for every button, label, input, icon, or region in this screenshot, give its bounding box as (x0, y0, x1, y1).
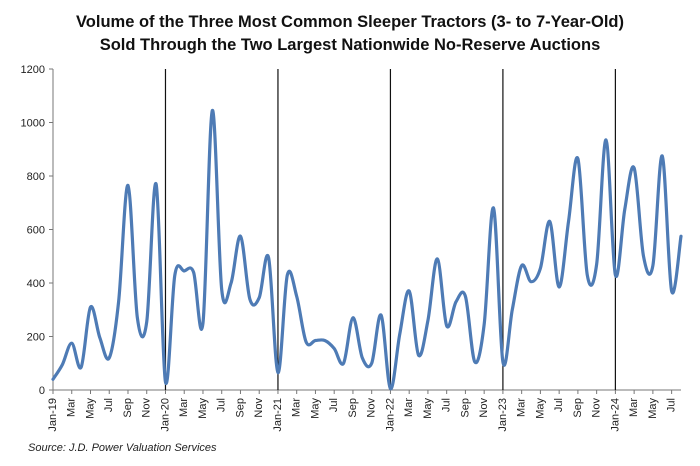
x-tick-label: Jan-20 (159, 398, 171, 432)
x-tick-label: Nov (366, 398, 378, 418)
x-tick-label: Sep (572, 398, 584, 418)
y-tick-label: 1200 (21, 64, 45, 76)
x-tick-label: Jul (103, 398, 115, 412)
x-tick-label: May (309, 398, 321, 419)
x-tick-label: Jan-22 (384, 398, 396, 432)
x-axis: Jan-19 Mar May Jul Sep Nov Jan-20 Mar May Jul Sep N… (47, 389, 681, 432)
x-tick-label: Nov (141, 398, 153, 418)
y-axis: 0 200 400 600 800 1000 1200 (21, 64, 54, 397)
chart-title-line-2: Sold Through the Two Largest Nationwide … (99, 36, 601, 54)
y-tick-label: 600 (27, 225, 45, 237)
x-tick-label: Jan-21 (272, 398, 284, 432)
x-tick-label: Sep (459, 398, 471, 418)
x-tick-label: Mar (403, 398, 415, 417)
x-tick-label: Sep (122, 398, 134, 418)
x-tick-label: May (84, 398, 96, 419)
x-tick-label: Mar (628, 398, 640, 417)
series-line (51, 108, 683, 391)
x-tick-label: Jan-19 (47, 398, 59, 432)
series (51, 108, 683, 391)
x-tick-label: Jul (441, 398, 453, 412)
x-tick-label: Jul (666, 398, 678, 412)
x-tick-label: Jul (553, 398, 565, 412)
year-dividers (164, 69, 616, 390)
y-tick-label: 400 (27, 278, 45, 290)
x-tick-label: Jul (216, 398, 228, 412)
x-tick-label: Mar (516, 398, 528, 417)
x-tick-label: Jan-23 (497, 398, 509, 432)
x-tick-label: Mar (178, 398, 190, 417)
x-tick-label: May (197, 398, 209, 419)
x-tick-label: Nov (591, 398, 603, 418)
x-tick-label: Mar (291, 398, 303, 417)
chart-title-line-1: Volume of the Three Most Common Sleeper … (76, 13, 624, 31)
x-tick-label: Sep (234, 398, 246, 418)
x-tick-label: Jan-24 (609, 398, 621, 432)
x-tick-label: May (422, 398, 434, 419)
y-tick-label: 800 (27, 171, 45, 183)
x-tick-label: May (534, 398, 546, 419)
x-tick-label: Mar (66, 398, 78, 417)
x-tick-label: Jul (328, 398, 340, 412)
y-tick-label: 0 (39, 385, 45, 397)
y-tick-label: 1000 (21, 118, 45, 130)
x-tick-label: May (647, 398, 659, 419)
x-tick-label: Sep (347, 398, 359, 418)
x-tick-label: Nov (253, 398, 265, 418)
x-tick-label: Nov (478, 398, 490, 418)
y-tick-label: 200 (27, 332, 45, 344)
source-note: Source: J.D. Power Valuation Services (28, 442, 217, 454)
